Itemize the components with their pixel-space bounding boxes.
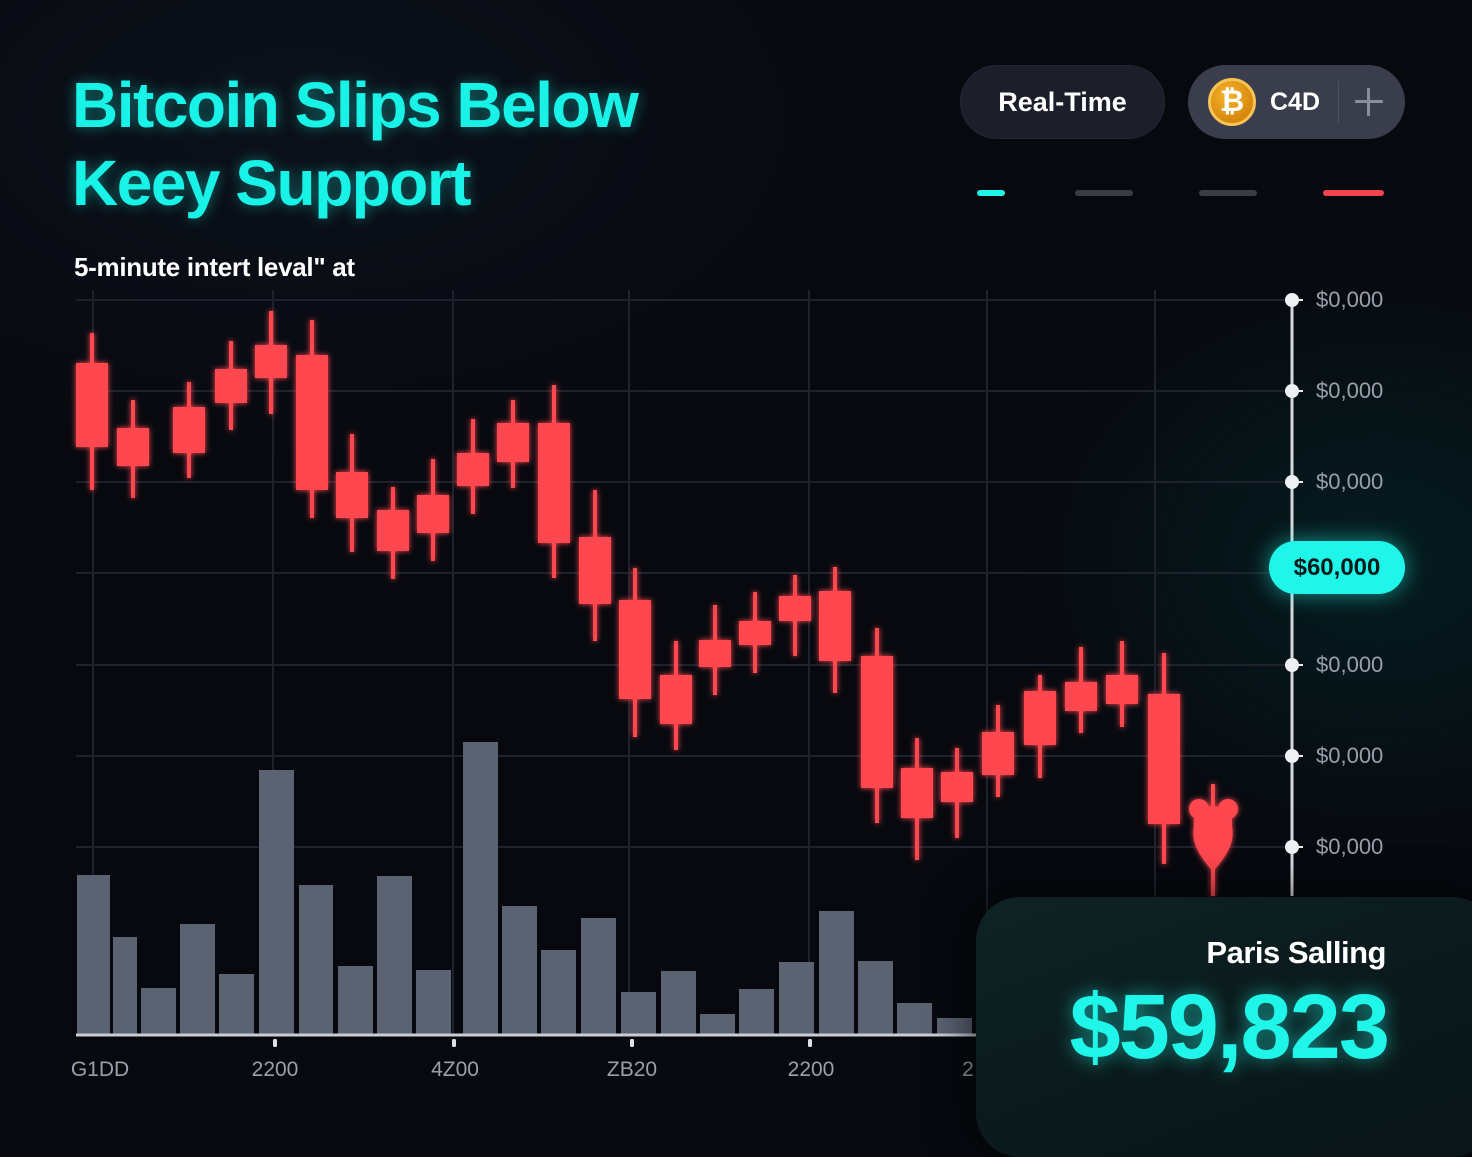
candle (579, 490, 611, 641)
price-axis (1285, 293, 1303, 896)
time-axis-label: ZB20 (606, 1058, 658, 1081)
volume-bar (937, 1018, 972, 1034)
page-title: Bitcoin Slips Below Keey Support (72, 66, 639, 222)
volume-bar (541, 950, 576, 1034)
divider (1338, 81, 1340, 123)
candle (457, 419, 489, 514)
candle (1148, 653, 1180, 864)
candle (1065, 647, 1097, 733)
volume-bar (739, 989, 774, 1034)
volume-bar (463, 742, 498, 1034)
candle (861, 628, 893, 823)
candle (901, 738, 933, 860)
volume-bar (858, 961, 893, 1034)
volume-bar (141, 988, 176, 1034)
title-line-1: Bitcoin Slips Below (72, 69, 639, 141)
volume-bar (338, 966, 373, 1034)
candle (117, 400, 149, 498)
candle (819, 567, 851, 693)
volume-bar (259, 770, 294, 1034)
realtime-label: Real-Time (998, 86, 1127, 117)
time-axis-label: 2200 (787, 1058, 835, 1081)
axis-dot (1285, 475, 1299, 489)
candle (497, 400, 529, 488)
candle (941, 748, 973, 838)
candle (377, 487, 409, 579)
candle (699, 605, 731, 695)
current-price: $59,823 (1069, 976, 1390, 1078)
asset-selector[interactable]: ₿ C4D (1188, 65, 1405, 139)
asset-label: C4D (1270, 87, 1321, 116)
volume-bar (779, 962, 814, 1034)
candle (739, 592, 771, 673)
axis-dot (1285, 749, 1299, 763)
volume-bar (819, 911, 854, 1034)
price-card-label: Paris Salling (1206, 935, 1386, 970)
axis-dot (1285, 293, 1299, 307)
time-axis-label: 4Z00 (431, 1058, 479, 1081)
bitcoin-coin-icon: ₿ (1208, 78, 1256, 126)
bear-mascot-icon (1189, 784, 1238, 896)
candle (255, 311, 287, 414)
candle (619, 568, 651, 737)
volume-bar (113, 937, 137, 1034)
volume-bar (700, 1014, 735, 1034)
volume-bar (416, 970, 451, 1034)
volume-bar (377, 876, 412, 1034)
chart-subtitle: 5-minute intert leval" at (74, 252, 355, 282)
indicator-tab-1[interactable] (977, 190, 1005, 196)
volume-bar (897, 1003, 932, 1034)
title-line-2: Keey Support (72, 147, 472, 219)
time-axis-label: G1DD (70, 1058, 130, 1081)
volume-bar (621, 992, 656, 1034)
axis-dot (1285, 840, 1299, 854)
price-axis-label: $0,000 (1316, 743, 1384, 768)
candle (215, 341, 247, 430)
candle (417, 459, 449, 561)
volume-bar (581, 918, 616, 1034)
candle (76, 333, 108, 490)
axis-dot (1285, 658, 1299, 672)
candle (660, 641, 692, 750)
price-axis-label: $0,000 (1316, 469, 1384, 494)
indicator-tab-2[interactable] (1075, 190, 1133, 196)
volume-bar (299, 885, 333, 1034)
support-level-badge: $60,000 (1269, 541, 1405, 594)
candles (76, 311, 1180, 864)
volume-bar (502, 906, 537, 1034)
candle (1024, 675, 1056, 778)
price-card (976, 897, 1472, 1157)
price-axis-label: $0,000 (1316, 652, 1384, 677)
x-axis-ticks (273, 1039, 812, 1047)
indicator-tab-3[interactable] (1199, 190, 1257, 196)
volume-bar (180, 924, 215, 1034)
candle (296, 320, 328, 518)
candle (173, 382, 205, 478)
time-axis-label: 2200 (251, 1058, 299, 1081)
candle (982, 705, 1014, 797)
price-axis-label: $0,000 (1316, 834, 1384, 859)
realtime-toggle-button[interactable]: Real-Time (960, 65, 1165, 139)
candle (336, 434, 368, 552)
volume-bars (77, 742, 972, 1034)
volume-bar (77, 875, 110, 1034)
indicator-tab-4[interactable] (1323, 190, 1384, 196)
price-axis-label: $0,000 (1316, 287, 1384, 312)
volume-bar (661, 971, 696, 1034)
volume-bar (219, 974, 254, 1034)
axis-dot (1285, 384, 1299, 398)
candle (538, 385, 570, 578)
plus-icon[interactable] (1353, 86, 1385, 118)
candle (779, 575, 811, 656)
price-axis-label: $0,000 (1316, 378, 1384, 403)
time-axis-label: 2 (962, 1058, 974, 1081)
candle (1106, 641, 1138, 727)
